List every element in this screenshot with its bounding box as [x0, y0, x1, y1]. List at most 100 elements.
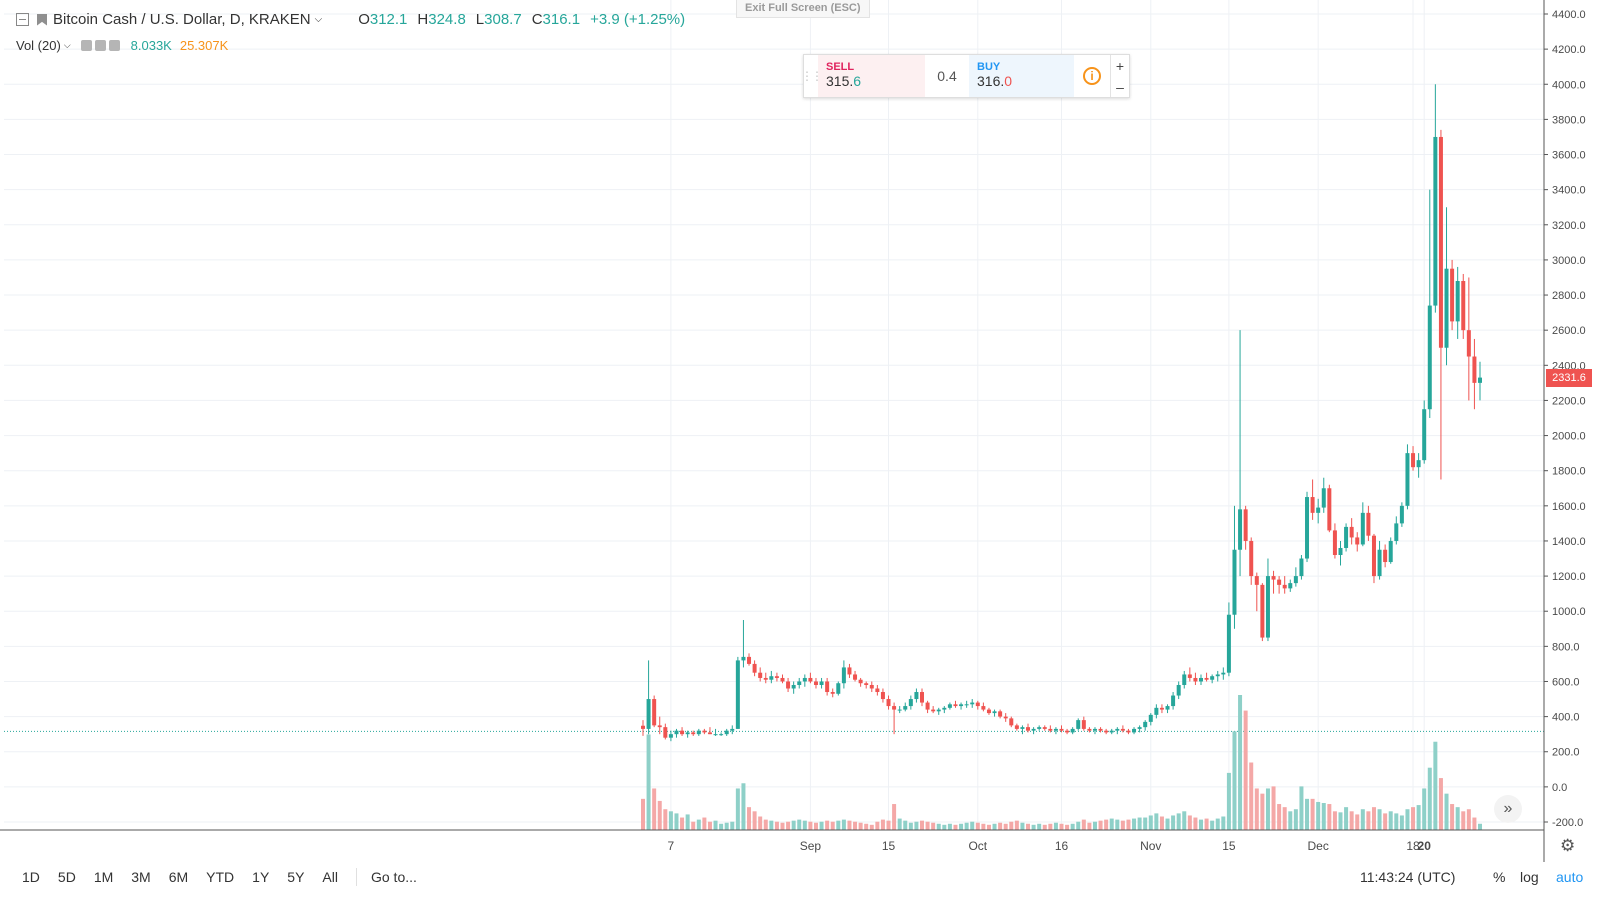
eye-icon[interactable] [80, 40, 92, 51]
y-tick-label: 3800.0 [1552, 114, 1586, 126]
candle-body [853, 674, 858, 680]
volume-bar [1371, 807, 1376, 830]
candle-body [953, 704, 958, 707]
volume-bar [886, 820, 891, 830]
range-5d[interactable]: 5D [57, 869, 76, 885]
goto-date-button[interactable]: Go to... [370, 869, 417, 885]
candle-body [992, 711, 997, 714]
collapse-legend-icon[interactable] [16, 13, 29, 26]
volume-bar [864, 823, 869, 830]
volume-bar [1433, 741, 1438, 830]
range-1m[interactable]: 1M [93, 869, 114, 885]
log-scale-toggle[interactable]: log [1520, 869, 1539, 885]
y-tick-label: 2800.0 [1552, 290, 1586, 302]
volume-bar [1037, 823, 1042, 830]
candle-body [1182, 674, 1187, 685]
volume-bar [663, 809, 668, 830]
x-tick-label: 16 [1055, 839, 1069, 853]
symbol-title[interactable]: Bitcoin Cash / U.S. Dollar, D, KRAKEN [53, 11, 311, 28]
y-tick-label: 1600.0 [1552, 501, 1586, 513]
gear-icon[interactable] [94, 40, 106, 51]
bookmark-flag-icon[interactable] [37, 13, 47, 26]
x-tick-label: Nov [1140, 839, 1161, 853]
volume-bar [1042, 824, 1047, 830]
candle-body [1305, 497, 1310, 559]
range-3m[interactable]: 3M [131, 869, 151, 885]
volume-bar [914, 821, 919, 830]
range-1d[interactable]: 1D [22, 869, 40, 885]
candle-body [819, 681, 824, 685]
candle-body [758, 672, 763, 678]
volume-bar [1411, 807, 1416, 830]
range-5y[interactable]: 5Y [287, 869, 305, 885]
volume-bar [1009, 821, 1014, 830]
range-all[interactable]: All [322, 869, 338, 885]
chart-axes: 4400.0 4200.0 4000.0 3800.0 3600.0 3400.0 3200… [0, 0, 1586, 862]
auto-scale-toggle[interactable]: auto [1556, 869, 1584, 885]
y-tick-label: -200.0 [1552, 817, 1583, 829]
volume-bar [1260, 793, 1265, 830]
candle-body [702, 730, 707, 733]
candle-body [652, 699, 657, 726]
change-value: +3.9 (+1.25%) [590, 11, 686, 28]
chevron-down-icon[interactable]: ⌵ [63, 40, 71, 50]
candle-body [998, 711, 1003, 717]
candle-body [1076, 720, 1081, 729]
volume-bar [1321, 803, 1326, 830]
percent-scale-toggle[interactable]: % [1493, 869, 1506, 885]
volume-bar [1165, 818, 1170, 830]
candle-body [970, 702, 975, 705]
candle-body [1383, 549, 1388, 563]
volume-bar [1003, 823, 1008, 830]
sell-button[interactable]: SELL 315.6 [818, 55, 925, 97]
candle-body [1366, 512, 1371, 536]
buy-label: BUY [977, 61, 1001, 73]
utc-clock[interactable]: 11:43:24 (UTC) [1360, 869, 1456, 885]
volume-bar [1087, 822, 1092, 830]
info-button[interactable]: i [1074, 55, 1110, 97]
plus-button[interactable]: + [1115, 57, 1125, 74]
volume-bar [953, 824, 958, 830]
range-1y[interactable]: 1Y [252, 869, 270, 885]
buy-button[interactable]: BUY 316.0 [969, 55, 1074, 97]
exit-fullscreen-button[interactable]: Exit Full Screen (ESC) [736, 0, 870, 18]
scroll-to-realtime-button[interactable]: » [1494, 795, 1522, 823]
x-tick-label: Dec [1308, 839, 1329, 853]
candle-body [724, 730, 729, 735]
volume-bar [802, 820, 807, 830]
candle-body [847, 667, 852, 675]
candle-body [986, 709, 991, 714]
candle-body [880, 692, 885, 700]
chevron-down-icon[interactable]: ⌵ [314, 14, 323, 25]
volume-bar [1031, 824, 1036, 830]
candle-body [947, 704, 952, 708]
candle-body [1332, 530, 1337, 556]
drag-handle-icon[interactable]: ⋮⋮ [801, 69, 823, 83]
volume-bar [908, 822, 913, 830]
candle-body [1226, 614, 1231, 673]
volume-bar [1344, 807, 1349, 830]
chart-settings-gear-icon[interactable]: ⚙ [1560, 836, 1576, 855]
candle-body [1344, 526, 1349, 548]
volume-bar [986, 824, 991, 830]
x-tick-label: 18 [1406, 839, 1420, 853]
minus-button[interactable]: – [1116, 78, 1124, 95]
candle-body [1098, 728, 1103, 731]
close-icon[interactable] [108, 40, 120, 51]
volume-bar [763, 819, 768, 830]
y-tick-label: 1800.0 [1552, 466, 1586, 478]
volume-bar [1238, 695, 1243, 830]
candle-body [1176, 684, 1181, 696]
volume-bar [1154, 813, 1159, 830]
spread-value: 0.4 [937, 68, 957, 84]
range-ytd[interactable]: YTD [206, 869, 235, 885]
candle-body [1221, 672, 1226, 675]
volume-bar [1053, 822, 1058, 830]
volume-bar [1399, 815, 1404, 830]
volume-bar [1461, 811, 1466, 830]
volume-bar [657, 800, 662, 830]
range-6m[interactable]: 6M [168, 869, 189, 885]
volume-label[interactable]: Vol (20) [16, 38, 61, 53]
candle-body [975, 702, 980, 707]
